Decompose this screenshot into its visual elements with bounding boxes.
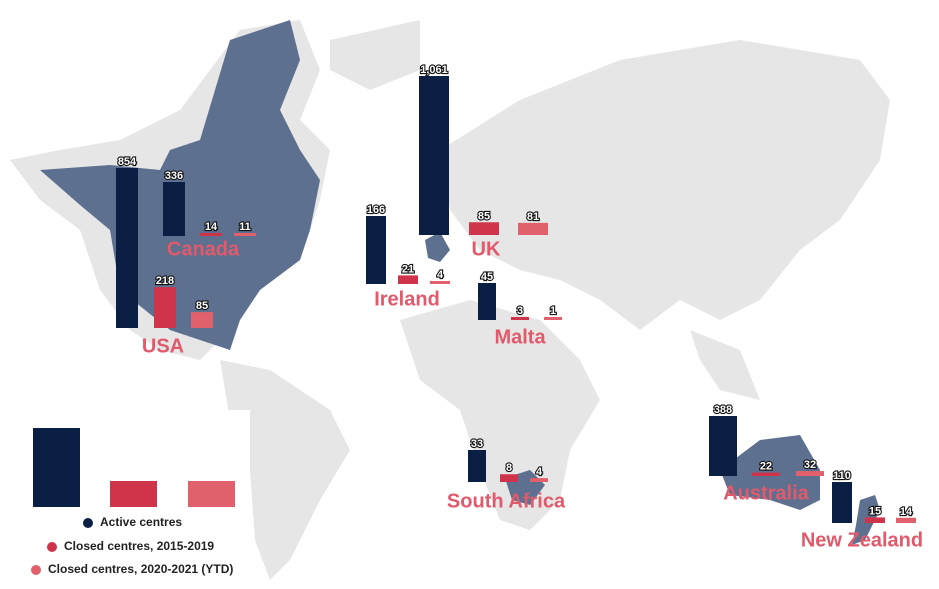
legend-label: Active centres	[100, 515, 182, 529]
bar	[398, 275, 418, 284]
bar	[468, 450, 486, 482]
value-label: 854	[118, 156, 137, 168]
value-label: 14	[205, 221, 218, 233]
legend-sample-bar	[110, 481, 157, 507]
legend-dot	[47, 542, 57, 552]
bar	[518, 222, 548, 235]
country-label: Canada	[167, 238, 240, 260]
value-label: 21	[402, 263, 414, 275]
value-label: 8	[506, 462, 512, 474]
value-label: 33	[471, 438, 483, 450]
value-label: 45	[481, 271, 493, 283]
bar	[191, 312, 213, 328]
bar	[430, 281, 450, 284]
legend-label: Closed centres, 2020-2021 (YTD)	[48, 562, 233, 576]
value-label: 336	[165, 170, 183, 182]
bar	[469, 222, 499, 235]
legend-label: Closed centres, 2015-2019	[64, 539, 214, 553]
legend-sample-bar	[188, 481, 235, 507]
bar	[511, 317, 529, 320]
bar	[419, 76, 449, 235]
bar	[234, 233, 256, 236]
country-label: Malta	[494, 326, 546, 348]
value-label: 4	[536, 466, 543, 478]
value-label: 166	[367, 204, 385, 216]
bar	[530, 478, 548, 482]
bar	[709, 416, 737, 476]
bar	[478, 283, 496, 320]
bar	[500, 474, 518, 482]
value-label: 32	[804, 459, 816, 471]
bar	[796, 471, 824, 476]
value-label: 110	[833, 470, 851, 482]
country-label: Australia	[723, 482, 809, 504]
country-label: New Zealand	[801, 529, 923, 551]
country-label: USA	[142, 335, 184, 357]
value-label: 85	[478, 210, 490, 222]
value-label: 388	[714, 404, 732, 416]
value-label: 11	[239, 221, 251, 233]
value-label: 218	[156, 275, 174, 287]
value-label: 22	[760, 461, 772, 473]
country-label: Ireland	[374, 288, 440, 310]
legend-sample-bar	[33, 428, 80, 507]
bar	[163, 182, 185, 236]
country-label: South Africa	[447, 490, 566, 512]
bar	[366, 216, 386, 284]
bar	[832, 482, 852, 523]
legend-dot	[83, 518, 93, 528]
bar	[154, 287, 176, 328]
value-label: 1	[550, 305, 556, 317]
bar	[896, 517, 916, 523]
value-label: 1,061	[420, 64, 448, 76]
value-label: 15	[869, 505, 881, 517]
bar	[865, 517, 885, 523]
value-label: 85	[196, 300, 208, 312]
value-label: 81	[527, 211, 539, 223]
bar	[752, 472, 780, 476]
bar	[116, 168, 138, 328]
bar	[200, 233, 222, 236]
value-label: 4	[437, 269, 444, 281]
value-label: 3	[517, 305, 523, 317]
value-label: 14	[900, 506, 913, 518]
country-label: UK	[472, 238, 501, 260]
bar	[544, 317, 562, 320]
legend-dot	[31, 565, 41, 575]
